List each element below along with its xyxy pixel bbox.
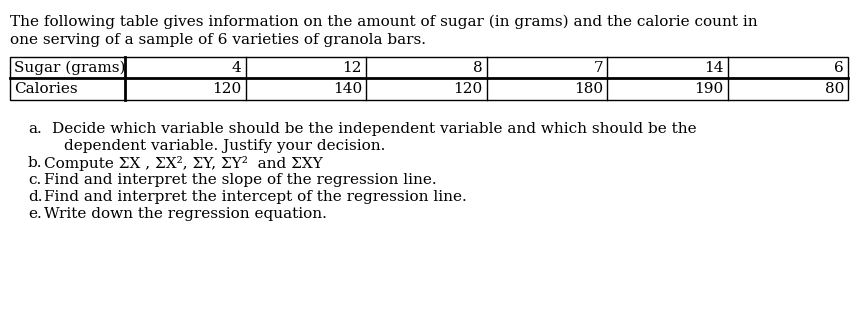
Text: 140: 140 (333, 82, 362, 96)
Text: 190: 190 (694, 82, 723, 96)
Text: 6: 6 (834, 60, 844, 74)
Text: Calories: Calories (14, 82, 77, 96)
Text: 7: 7 (593, 60, 603, 74)
Text: Find and interpret the slope of the regression line.: Find and interpret the slope of the regr… (44, 173, 437, 187)
Bar (10, 57, 848, 100)
Text: 12: 12 (342, 60, 362, 74)
Text: a.: a. (28, 122, 42, 136)
Text: Decide which variable should be the independent variable and which should be the: Decide which variable should be the inde… (52, 122, 697, 136)
Text: 14: 14 (704, 60, 723, 74)
Text: 4: 4 (231, 60, 242, 74)
Text: Write down the regression equation.: Write down the regression equation. (44, 207, 327, 221)
Text: The following table gives information on the amount of sugar (in grams) and the : The following table gives information on… (10, 15, 758, 29)
Text: d.: d. (28, 190, 42, 204)
Text: one serving of a sample of 6 varieties of granola bars.: one serving of a sample of 6 varieties o… (10, 33, 426, 47)
Text: 8: 8 (473, 60, 482, 74)
Text: dependent variable. Justify your decision.: dependent variable. Justify your decisio… (64, 139, 385, 153)
Text: 80: 80 (825, 82, 844, 96)
Text: 180: 180 (574, 82, 603, 96)
Text: Find and interpret the intercept of the regression line.: Find and interpret the intercept of the … (44, 190, 467, 204)
Text: b.: b. (28, 156, 42, 170)
Text: e.: e. (28, 207, 42, 221)
Text: c.: c. (28, 173, 41, 187)
Text: Compute ΣX , ΣX², ΣY, ΣY²  and ΣXY: Compute ΣX , ΣX², ΣY, ΣY² and ΣXY (44, 156, 322, 171)
Text: 120: 120 (212, 82, 242, 96)
Text: Sugar (grams): Sugar (grams) (14, 60, 126, 75)
Text: 120: 120 (453, 82, 482, 96)
